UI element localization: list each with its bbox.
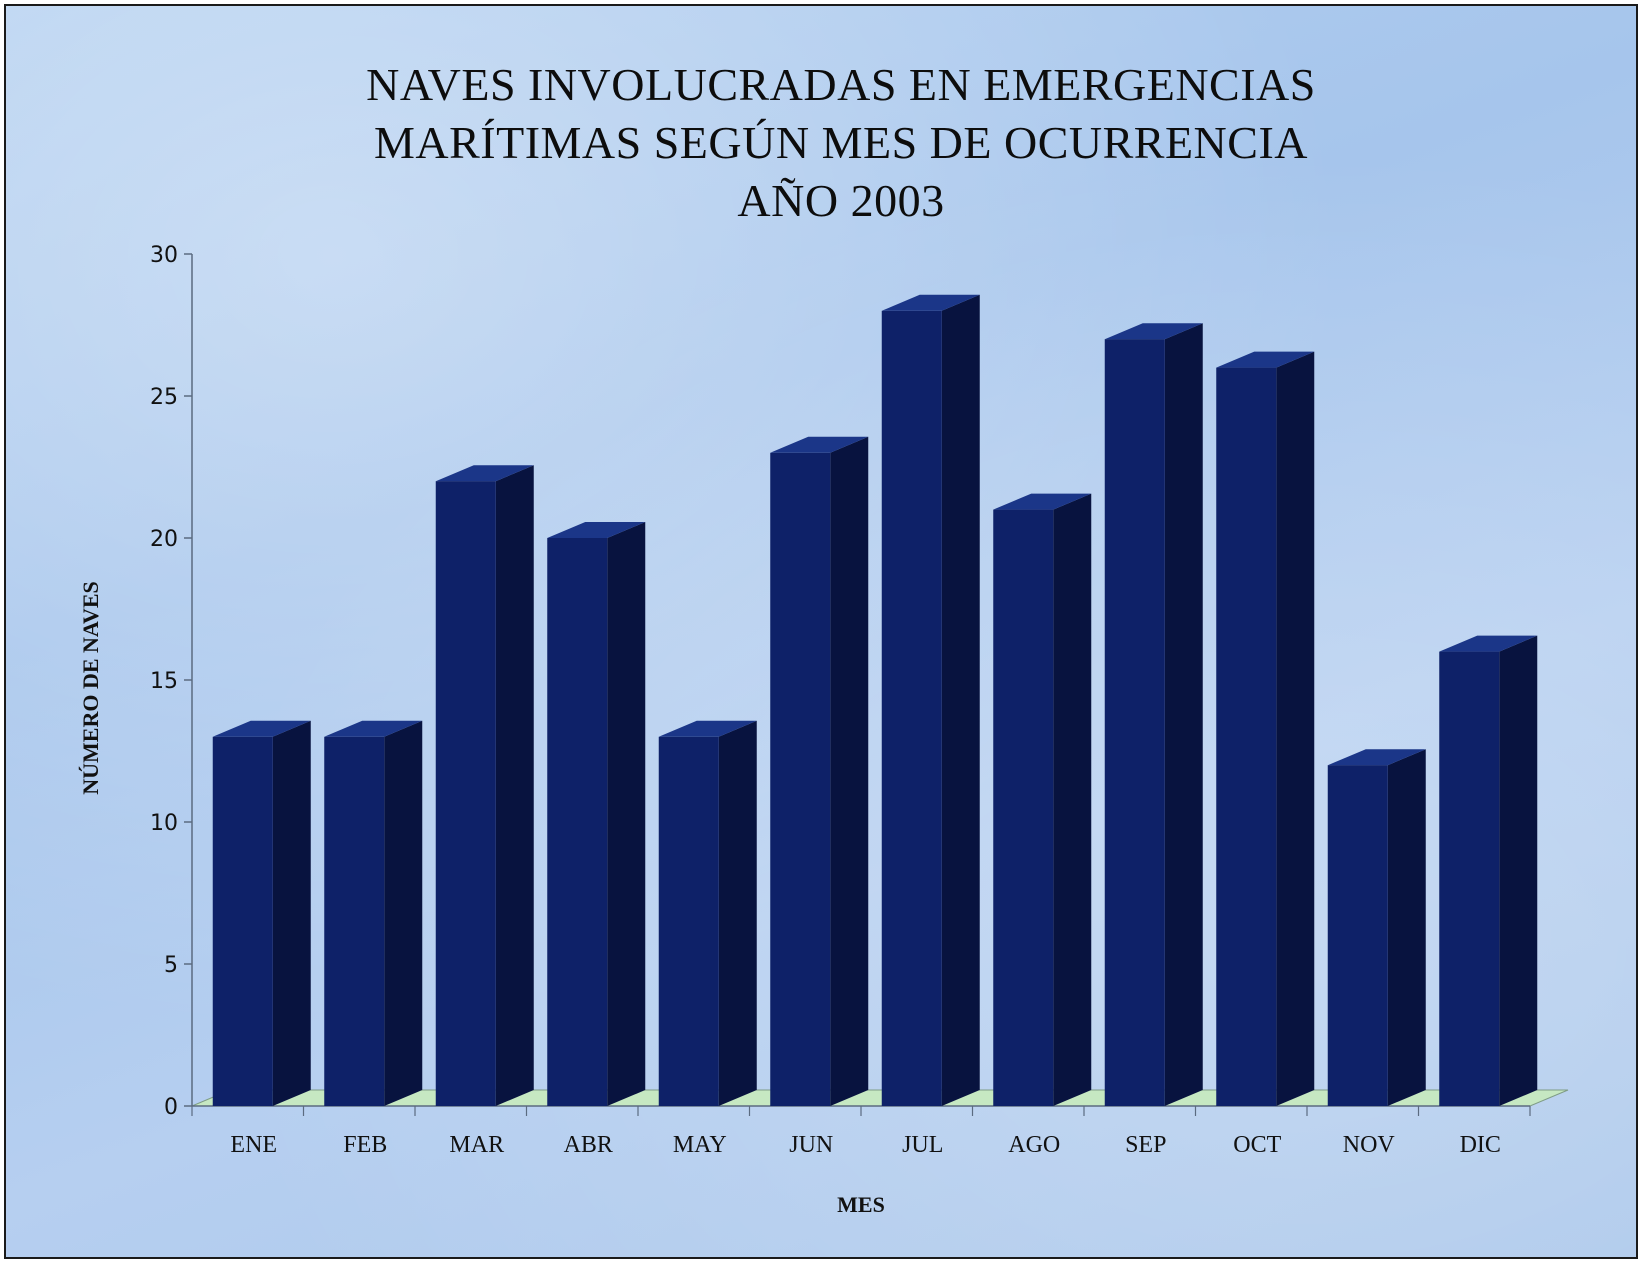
bar-top (1104, 323, 1203, 340)
bar-top (547, 522, 646, 538)
x-tick-label: NOV (1343, 1132, 1396, 1158)
bar-top (324, 720, 423, 737)
bar (993, 509, 1054, 1107)
bar-side (495, 465, 534, 1106)
x-tick-label: ABR (564, 1132, 613, 1158)
y-tick-label: 15 (150, 669, 178, 694)
x-tick-label: JUL (902, 1132, 943, 1158)
bar-top (770, 436, 869, 453)
y-tick-label: 5 (164, 953, 178, 978)
chart-title-line-3: AÑO 2003 (737, 175, 944, 226)
y-axis-title: NÚMERO DE NAVES (78, 581, 103, 795)
y-tick-label: 25 (150, 385, 178, 410)
bar-top (1216, 351, 1315, 368)
bar-side (1053, 493, 1092, 1107)
bar (435, 481, 496, 1106)
bar (547, 538, 608, 1106)
x-tick-label: OCT (1233, 1132, 1281, 1158)
bar-side (384, 720, 423, 1106)
y-tick-label: 20 (150, 527, 178, 552)
x-tick-label: ENE (230, 1132, 277, 1158)
bar (1104, 339, 1165, 1106)
bar (1216, 367, 1277, 1107)
chart-title: NAVES INVOLUCRADAS EN EMERGENCIAS MARÍTI… (366, 59, 1316, 226)
bar-side (830, 436, 869, 1106)
x-tick-label: JUN (789, 1132, 833, 1158)
chart-svg: NAVES INVOLUCRADAS EN EMERGENCIAS MARÍTI… (78, 59, 1569, 1217)
bar-side (272, 720, 311, 1106)
chart-title-line-1: NAVES INVOLUCRADAS EN EMERGENCIAS (366, 59, 1316, 110)
x-tick-label: MAY (673, 1132, 727, 1158)
y-tick-label: 0 (164, 1095, 178, 1120)
x-tick-label: MAR (449, 1132, 504, 1158)
bar-side (1499, 635, 1538, 1106)
bar-side (1164, 323, 1203, 1106)
bar-top (212, 720, 311, 737)
bar (212, 736, 273, 1106)
x-axis-title: MES (837, 1192, 885, 1217)
bar (770, 452, 831, 1106)
bar-side (1387, 749, 1426, 1106)
bar-top (1439, 635, 1538, 652)
bar (324, 736, 385, 1106)
x-tick-label: DIC (1460, 1132, 1501, 1158)
plot-area: 0 5 10 15 20 25 30 ENE FEB MAR ABR MAY JUN JUL AGO SEP O… (150, 243, 1569, 1158)
bar-side (607, 522, 646, 1106)
y-tick-label: 30 (150, 243, 178, 268)
bar (881, 310, 942, 1106)
bar-top (658, 720, 757, 737)
bar-side (718, 720, 757, 1106)
x-tick-label: SEP (1125, 1132, 1166, 1158)
bar-side (941, 294, 980, 1106)
x-tick-label: FEB (343, 1132, 387, 1158)
bar (1327, 765, 1388, 1106)
chart-frame: NAVES INVOLUCRADAS EN EMERGENCIAS MARÍTI… (4, 4, 1638, 1259)
bar-top (435, 465, 534, 482)
bar (658, 736, 719, 1106)
bar-top (881, 294, 980, 311)
chart-title-line-2: MARÍTIMAS SEGÚN MES DE OCURRENCIA (374, 117, 1308, 168)
x-tick-label: AGO (1008, 1132, 1060, 1158)
y-tick-label: 10 (150, 811, 178, 836)
bar-side (1276, 351, 1315, 1107)
bar (1439, 651, 1500, 1106)
bar-top (993, 493, 1092, 510)
bar-top (1327, 749, 1426, 766)
